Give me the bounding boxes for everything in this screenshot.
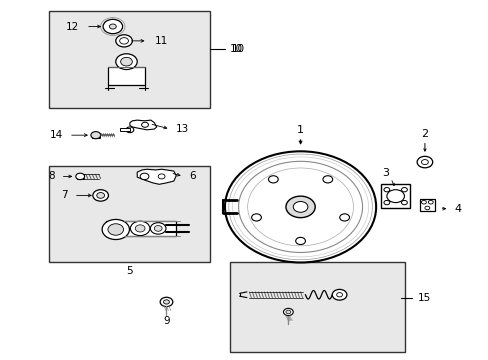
Polygon shape (130, 120, 157, 130)
Circle shape (401, 188, 407, 192)
Circle shape (386, 190, 404, 203)
Circle shape (135, 225, 145, 232)
Text: 2: 2 (421, 130, 427, 139)
Circle shape (285, 196, 315, 218)
Circle shape (416, 156, 432, 168)
Circle shape (154, 226, 162, 231)
Text: 12: 12 (65, 22, 79, 32)
Text: 10: 10 (232, 44, 245, 54)
Circle shape (140, 173, 149, 180)
Circle shape (268, 176, 278, 183)
Circle shape (383, 201, 389, 205)
Circle shape (97, 193, 104, 198)
Text: 10: 10 (229, 44, 243, 54)
Circle shape (109, 24, 116, 29)
Text: 4: 4 (453, 204, 460, 214)
Circle shape (120, 38, 128, 44)
Circle shape (102, 220, 129, 239)
Circle shape (401, 201, 407, 205)
Circle shape (108, 224, 123, 235)
Bar (229, 262, 405, 352)
Circle shape (116, 54, 137, 69)
Circle shape (116, 35, 132, 47)
Circle shape (285, 310, 290, 314)
Circle shape (160, 297, 172, 307)
Circle shape (322, 176, 332, 183)
Bar (105, 221, 176, 236)
Text: 9: 9 (163, 316, 169, 326)
Bar (419, 158, 429, 166)
Text: 14: 14 (49, 130, 62, 140)
Circle shape (103, 19, 122, 34)
Circle shape (150, 223, 165, 234)
Polygon shape (137, 169, 176, 184)
Text: 13: 13 (176, 124, 189, 134)
Circle shape (251, 214, 261, 221)
Circle shape (339, 214, 349, 221)
Circle shape (158, 174, 164, 179)
Circle shape (76, 173, 84, 180)
Bar (49, 12, 210, 108)
Text: 1: 1 (297, 125, 304, 135)
Circle shape (293, 202, 307, 212)
Text: 7: 7 (61, 190, 67, 201)
Circle shape (91, 132, 101, 139)
Text: 11: 11 (155, 36, 168, 46)
Text: 3: 3 (382, 168, 388, 178)
Circle shape (331, 289, 346, 300)
Circle shape (421, 159, 427, 165)
Bar (92, 133, 100, 138)
Circle shape (121, 57, 132, 66)
Circle shape (126, 127, 134, 133)
Circle shape (283, 309, 293, 316)
Circle shape (224, 151, 375, 262)
Bar (49, 166, 210, 262)
Circle shape (427, 201, 432, 204)
Circle shape (424, 206, 429, 210)
Circle shape (336, 293, 342, 297)
Text: 6: 6 (189, 171, 196, 181)
Bar (380, 184, 409, 208)
Circle shape (130, 221, 150, 235)
Circle shape (383, 188, 389, 192)
Circle shape (142, 122, 148, 127)
Circle shape (421, 201, 426, 204)
Bar (108, 67, 144, 85)
Circle shape (163, 300, 169, 304)
Bar (76, 174, 83, 179)
Bar (120, 129, 130, 131)
Bar (419, 199, 434, 211)
Text: 8: 8 (48, 171, 55, 181)
Circle shape (295, 237, 305, 244)
Text: 15: 15 (417, 293, 430, 303)
Circle shape (93, 190, 108, 201)
Circle shape (238, 161, 362, 252)
Text: 5: 5 (126, 266, 133, 276)
